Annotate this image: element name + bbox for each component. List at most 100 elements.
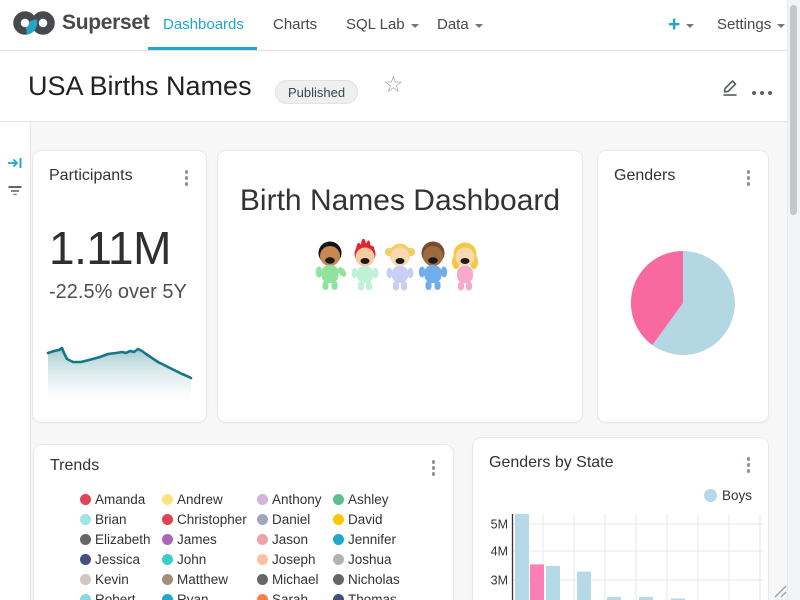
legend-item[interactable]: Anthony — [257, 489, 333, 509]
big-number-value: 1.11M — [49, 221, 171, 275]
legend-label: Daniel — [272, 512, 310, 527]
genders-by-state-card: Genders by State Boys 5M 4M 3M — [473, 438, 768, 600]
gbs-bar[interactable] — [577, 572, 591, 600]
trends-card: Trends Amanda Andrew AnthonyAshley Brian Chr… — [34, 445, 453, 600]
legend-item[interactable]: Sarah — [257, 589, 333, 600]
chart-menu-kebab[interactable] — [745, 455, 753, 475]
legend-label: Brian — [95, 512, 127, 527]
legend-item[interactable]: Thomas — [333, 589, 400, 600]
gbs-legend-dot — [704, 489, 717, 502]
legend-label: Thomas — [348, 592, 397, 600]
legend-item[interactable]: Jason — [257, 529, 333, 549]
legend-label: Andrew — [177, 492, 223, 507]
legend-item[interactable]: James — [162, 529, 257, 549]
edit-dashboard-button[interactable] — [719, 75, 741, 102]
legend-dot — [257, 594, 268, 600]
gbs-bar[interactable] — [530, 564, 544, 600]
legend-item[interactable]: Jennifer — [333, 529, 400, 549]
nav-charts[interactable]: Charts — [273, 0, 317, 49]
legend-label: Christopher — [177, 512, 247, 527]
scrollbar-track — [787, 0, 800, 600]
legend-label: Jennifer — [348, 532, 396, 547]
legend-label: John — [177, 552, 206, 567]
legend-label: Elizabeth — [95, 532, 151, 547]
filter-icon-button[interactable] — [6, 182, 24, 200]
active-tab-underline — [148, 47, 257, 50]
scrollbar-thumb[interactable] — [790, 5, 797, 215]
ellipsis-icon — [752, 83, 772, 103]
legend-dot — [333, 494, 344, 505]
legend-item[interactable]: Nicholas — [333, 569, 400, 589]
gbs-bar[interactable] — [546, 566, 560, 600]
children-illustration — [315, 239, 485, 311]
big-number-subheader: -22.5% over 5Y — [49, 281, 187, 304]
legend-label: Nicholas — [348, 572, 400, 587]
legend-item[interactable]: Christopher — [162, 509, 257, 529]
legend-dot — [333, 534, 344, 545]
legend-item[interactable]: Michael — [257, 569, 333, 589]
superset-logo[interactable]: Superset — [12, 8, 149, 38]
legend-dot — [333, 594, 344, 600]
more-actions-button[interactable] — [752, 83, 772, 103]
legend-item[interactable]: Jessica — [80, 549, 162, 569]
legend-dot — [80, 554, 91, 565]
participants-card: Participants 1.11M -22.5% over 5Y — [33, 151, 206, 422]
legend-label: Jason — [272, 532, 308, 547]
y-tick-label: 5M — [491, 518, 508, 532]
legend-dot — [257, 534, 268, 545]
nav-data[interactable]: Data — [437, 0, 483, 49]
y-tick-label: 4M — [491, 545, 508, 559]
legend-label: Joshua — [348, 552, 392, 567]
participants-trend-chart — [45, 339, 194, 407]
plus-icon: + — [668, 14, 680, 35]
legend-item[interactable]: Joshua — [333, 549, 400, 569]
top-navbar: Superset Dashboards Charts SQL Lab Data … — [0, 0, 800, 51]
legend-dot — [257, 514, 268, 525]
published-badge[interactable]: Published — [275, 80, 358, 104]
legend-item[interactable]: Joseph — [257, 549, 333, 569]
chevron-down-icon — [686, 24, 694, 28]
nav-sql-lab[interactable]: SQL Lab — [346, 0, 419, 49]
legend-item[interactable]: Elizabeth — [80, 529, 162, 549]
favorite-star-icon[interactable]: ☆ — [383, 73, 404, 96]
legend-dot — [333, 574, 344, 585]
legend-label: Amanda — [95, 492, 145, 507]
chart-menu-kebab[interactable] — [430, 458, 438, 478]
trend-area — [48, 348, 191, 405]
legend-item[interactable]: John — [162, 549, 257, 569]
legend-item[interactable]: Brian — [80, 509, 162, 529]
legend-item[interactable]: Kevin — [80, 569, 162, 589]
legend-label: Sarah — [272, 592, 308, 600]
legend-item[interactable]: David — [333, 509, 400, 529]
genders-by-state-chart: 5M 4M 3M — [481, 508, 763, 600]
new-item-button[interactable]: + — [668, 0, 694, 49]
superset-infinity-icon — [12, 8, 56, 38]
legend-item[interactable]: Ashley — [333, 489, 400, 509]
legend-label: Robert — [95, 592, 136, 600]
chart-title: Participants — [49, 167, 133, 185]
legend-item[interactable]: Matthew — [162, 569, 257, 589]
legend-dot — [257, 494, 268, 505]
chevron-down-icon — [777, 24, 785, 28]
genders-card: Genders — [598, 151, 768, 422]
legend-dot — [162, 574, 173, 585]
expand-filter-bar-button[interactable] — [6, 154, 24, 172]
brand-name: Superset — [62, 11, 149, 35]
legend-item[interactable]: Daniel — [257, 509, 333, 529]
legend-item[interactable]: Ryan — [162, 589, 257, 600]
chart-menu-kebab[interactable] — [745, 168, 753, 188]
legend-dot — [257, 574, 268, 585]
legend-item[interactable]: Amanda — [80, 489, 162, 509]
nav-settings[interactable]: Settings — [717, 0, 785, 49]
legend-item-boys[interactable]: Boys — [704, 488, 752, 503]
chart-title: Trends — [50, 457, 99, 475]
markdown-heading: Birth Names Dashboard — [218, 184, 582, 218]
legend-item[interactable]: Andrew — [162, 489, 257, 509]
legend-dot — [80, 594, 91, 600]
resize-handle-icon[interactable] — [771, 582, 787, 598]
chart-menu-kebab[interactable] — [183, 168, 191, 188]
nav-dashboards[interactable]: Dashboards — [163, 0, 244, 49]
legend-item[interactable]: Robert — [80, 589, 162, 600]
gbs-bar[interactable] — [515, 514, 529, 600]
page-title: USA Births Names — [28, 71, 252, 102]
